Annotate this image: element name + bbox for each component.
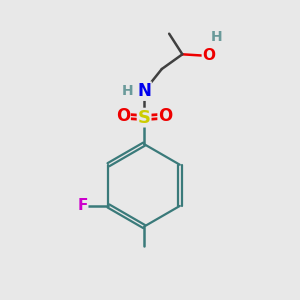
Text: H: H — [210, 30, 222, 44]
Text: O: O — [158, 107, 172, 125]
Text: O: O — [116, 107, 130, 125]
Text: H: H — [122, 84, 134, 98]
Text: O: O — [202, 48, 215, 63]
Text: S: S — [138, 109, 151, 127]
Text: F: F — [77, 198, 88, 213]
Text: N: N — [137, 82, 151, 100]
